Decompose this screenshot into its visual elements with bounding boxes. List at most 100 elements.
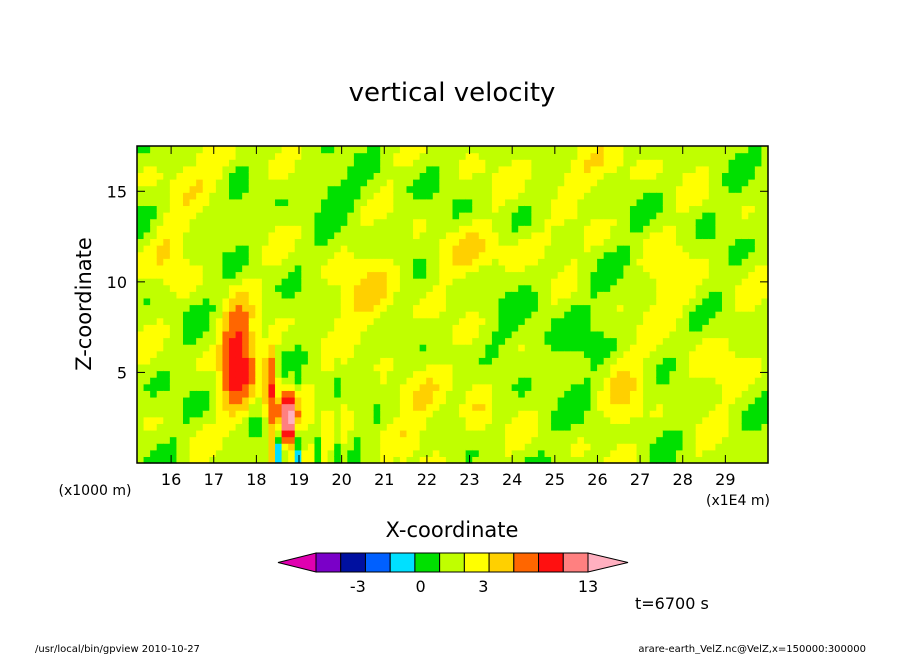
contour-cell [754, 304, 763, 312]
contour-cell [616, 159, 624, 167]
contour-cell [557, 152, 565, 160]
contour-cell [531, 205, 539, 213]
contour-cell [485, 185, 493, 193]
contour-cell [150, 291, 158, 299]
contour-cell [551, 159, 559, 167]
contour-cell [432, 390, 440, 398]
contour-cell [702, 205, 710, 213]
contour-cell [439, 291, 447, 299]
contour-cell [570, 179, 578, 187]
contour-cell [597, 152, 605, 160]
y-tick-label: 15 [107, 182, 127, 201]
contour-cell [531, 311, 539, 319]
contour-cell [314, 238, 322, 246]
contour-cell [478, 264, 486, 273]
contour-cell [321, 212, 329, 220]
contour-cell [373, 212, 381, 220]
contour-cell [353, 317, 362, 325]
contour-cell [301, 152, 309, 160]
contour-cell [176, 370, 184, 378]
contour-cell [426, 212, 434, 220]
contour-cell [143, 179, 151, 187]
contour-cell [524, 192, 532, 200]
contour-cell [472, 271, 480, 279]
contour-cell [169, 317, 178, 325]
contour-cell [281, 311, 289, 319]
contour-cell [261, 297, 270, 306]
contour-cell [432, 403, 440, 411]
contour-cell [702, 311, 710, 319]
contour-cell [386, 152, 394, 160]
contour-cell [406, 337, 414, 345]
contour-cell [242, 218, 250, 226]
contour-cell [629, 311, 638, 319]
contour-cell [137, 165, 145, 174]
contour-cell [741, 344, 749, 352]
contour-cell [478, 390, 486, 398]
contour-cell [406, 159, 414, 167]
contour-cell [715, 456, 723, 464]
contour-cell [281, 443, 289, 451]
contour-cell [551, 231, 559, 240]
contour-cell [518, 344, 526, 352]
contour-cell [498, 370, 506, 378]
contour-cell [531, 410, 539, 418]
contour-cell [215, 291, 224, 299]
contour-cell [544, 245, 552, 253]
contour-cell [662, 297, 670, 306]
contour-cell [498, 165, 506, 174]
contour-cell [367, 317, 375, 325]
contour-cell [649, 350, 657, 358]
contour-cell [235, 390, 243, 398]
contour-cell [524, 205, 532, 213]
contour-cell [597, 284, 605, 292]
contour-cell [748, 159, 756, 167]
contour-cell [281, 271, 289, 279]
contour-cell [754, 311, 763, 319]
contour-cell [334, 245, 342, 253]
contour-cell [235, 317, 243, 325]
contour-cell [662, 264, 670, 273]
contour-cell [577, 317, 585, 325]
contour-cell [465, 449, 473, 457]
contour-cell [675, 238, 684, 246]
contour-cell [564, 396, 572, 405]
contour-cell [629, 456, 638, 464]
contour-cell [669, 311, 677, 319]
contour-cell [248, 179, 256, 187]
contour-cell [426, 172, 434, 180]
contour-cell [537, 330, 546, 339]
contour-cell [419, 165, 427, 174]
contour-cell [413, 350, 421, 358]
contour-cell [294, 238, 302, 246]
contour-cell [367, 185, 375, 193]
contour-cell [373, 291, 381, 299]
contour-cell [229, 377, 237, 385]
contour-cell [399, 304, 408, 312]
contour-cell [485, 258, 493, 266]
contour-cell [268, 258, 276, 266]
contour-cell [215, 416, 224, 424]
contour-cell [761, 344, 769, 352]
contour-cell [209, 245, 217, 253]
contour-cell [511, 370, 519, 378]
contour-cell [334, 363, 342, 372]
contour-cell [321, 456, 329, 464]
contour-cell [590, 337, 598, 345]
contour-cell [445, 152, 454, 160]
contour-cell [419, 297, 427, 306]
contour-cell [176, 258, 184, 266]
contour-cell [577, 423, 585, 431]
plot-frame [136, 145, 769, 464]
contour-cell [393, 456, 401, 464]
contour-cell [485, 403, 493, 411]
contour-cell [610, 330, 618, 339]
contour-cell [229, 304, 237, 312]
contour-cell [597, 258, 605, 266]
contour-cell [439, 146, 447, 154]
contour-cell [557, 146, 565, 154]
contour-cell [183, 370, 191, 378]
contour-cell [399, 271, 408, 279]
contour-cell [485, 344, 493, 352]
contour-cell [432, 324, 440, 332]
